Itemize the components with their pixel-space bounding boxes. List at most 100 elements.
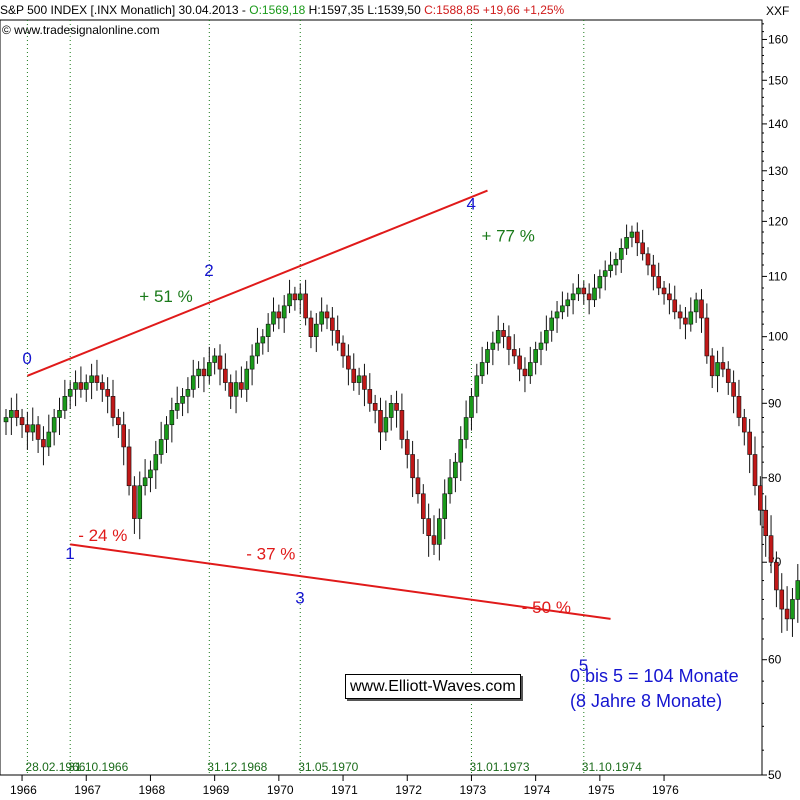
candle-body xyxy=(565,299,571,307)
candle-body xyxy=(629,231,635,238)
candle-body xyxy=(260,336,266,344)
candle-body xyxy=(661,287,667,295)
candle-body xyxy=(41,439,46,448)
candle-body xyxy=(132,485,137,519)
candle-body xyxy=(201,368,207,377)
candle-body xyxy=(297,293,303,301)
candle-body xyxy=(592,287,597,301)
candle-body xyxy=(602,270,608,277)
candle-body xyxy=(330,317,335,331)
chart-header: S&P 500 INDEX [.INX Monatlich] 30.04.201… xyxy=(0,3,564,17)
candle-body xyxy=(383,417,389,433)
candle-body xyxy=(3,417,9,423)
percent-move-label: - 24 % xyxy=(78,526,127,545)
x-tick-label: 1970 xyxy=(267,783,294,797)
candle-body xyxy=(741,417,747,433)
candle-body xyxy=(190,375,196,390)
candle-body xyxy=(362,375,367,390)
candle-body xyxy=(378,410,383,433)
watermark-box[interactable]: www.Elliott-Waves.com xyxy=(345,674,521,699)
x-tick-label: 1973 xyxy=(459,783,486,797)
candle-body xyxy=(30,424,36,433)
percent-move-label: - 37 % xyxy=(246,544,295,563)
candle-body xyxy=(164,424,169,440)
candle-body xyxy=(758,485,763,511)
candle-body xyxy=(453,461,458,479)
pivot-date-label: 31.12.1968 xyxy=(207,760,267,774)
candle-body xyxy=(239,382,244,390)
candle-body xyxy=(287,293,292,307)
candle-body xyxy=(597,276,603,289)
candle-body xyxy=(736,396,742,418)
candle-body xyxy=(693,299,699,313)
candle-body xyxy=(533,349,538,363)
candle-body xyxy=(474,375,480,397)
candle-body xyxy=(319,311,324,325)
y-tick-label: 160 xyxy=(768,32,788,46)
y-tick-label: 80 xyxy=(768,471,782,485)
candle-body xyxy=(292,293,298,301)
wave-label-2: 2 xyxy=(204,261,213,280)
pivot-date-label: 28.02.1966 xyxy=(25,760,85,774)
candle-body xyxy=(94,375,100,383)
candle-body xyxy=(372,403,378,411)
candle-body xyxy=(790,599,795,620)
candle-body xyxy=(485,349,490,363)
x-tick-label: 1972 xyxy=(395,783,422,797)
candle-body xyxy=(142,477,148,487)
candle-body xyxy=(795,580,800,600)
candle-body xyxy=(158,439,164,455)
candle-body xyxy=(779,589,785,610)
candle-body xyxy=(196,368,201,377)
pivot-date-label: 31.10.1966 xyxy=(68,760,128,774)
candle-body xyxy=(228,382,233,397)
candle-body xyxy=(490,342,496,350)
candle-body xyxy=(667,293,672,301)
candle-body xyxy=(410,454,415,479)
candle-body xyxy=(581,287,587,295)
wave-label-3: 3 xyxy=(295,588,304,607)
candle-body xyxy=(437,518,442,545)
candle-body xyxy=(249,355,255,370)
candle-body xyxy=(324,311,330,319)
candle-body xyxy=(340,342,346,357)
candle-body xyxy=(469,396,474,418)
candle-body xyxy=(463,417,469,440)
candle-body xyxy=(271,311,276,325)
candle-body xyxy=(570,293,576,301)
duration-summary: 0 bis 5 = 104 Monate (8 Jahre 8 Monate) xyxy=(570,664,739,714)
source-credit: © www.tradesignalonline.com xyxy=(2,23,160,37)
candle-body xyxy=(217,355,223,370)
x-tick-label: 1966 xyxy=(10,783,37,797)
candle-body xyxy=(110,396,116,418)
candle-body xyxy=(640,242,645,255)
candle-body xyxy=(576,287,581,295)
x-tick-label: 1975 xyxy=(588,783,615,797)
candle-body xyxy=(656,276,662,289)
candle-body xyxy=(233,382,239,397)
candle-body xyxy=(426,518,431,536)
percent-move-label: - 50 % xyxy=(522,598,571,617)
candle-body xyxy=(14,410,19,418)
candle-body xyxy=(105,389,110,397)
candle-body xyxy=(51,417,57,433)
x-tick-label: 1971 xyxy=(331,783,358,797)
header-close-change: C:1588,85 +19,66 +1,25% xyxy=(424,3,565,17)
candle-body xyxy=(517,355,522,370)
candle-body xyxy=(651,264,656,277)
candle-body xyxy=(720,362,726,370)
candle-body xyxy=(538,342,544,350)
candle-body xyxy=(335,330,341,344)
y-tick-label: 100 xyxy=(768,330,788,344)
candle-body xyxy=(613,259,619,266)
candle-body xyxy=(25,424,30,433)
y-tick-label: 130 xyxy=(768,164,788,178)
candle-body xyxy=(560,305,565,313)
wave-label-5: 5 xyxy=(579,656,588,675)
candle-body xyxy=(624,237,629,249)
candle-body xyxy=(774,561,779,591)
candle-body xyxy=(704,317,710,357)
candle-body xyxy=(608,264,613,271)
summary-line-2: (8 Jahre 8 Monate) xyxy=(570,691,723,711)
